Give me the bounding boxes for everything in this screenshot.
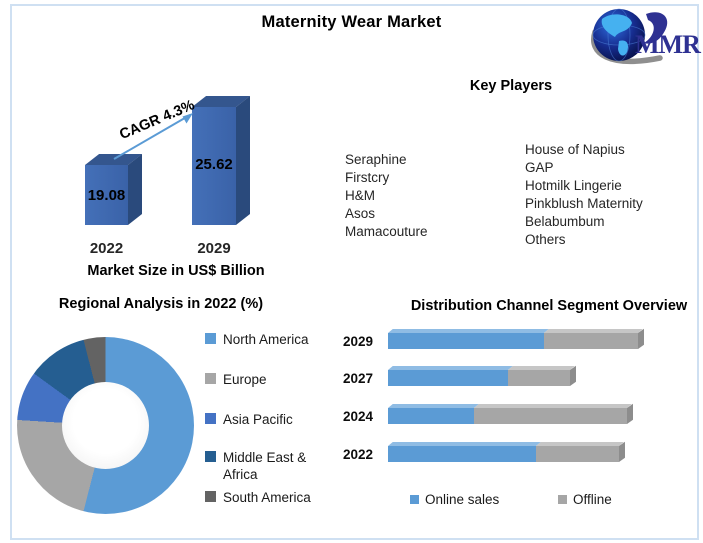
stacked-bar-2029 [388,328,648,349]
key-player: GAP [525,160,554,175]
bar-front-face [85,165,128,225]
bar-front-face [192,107,236,225]
key-players-heading: Key Players [469,78,553,94]
bar-end-cap [627,403,634,424]
key-player: Asos [345,206,376,221]
mmr-logo: MMR [588,6,701,66]
bar-end-cap [569,365,576,386]
bar-end-cap [619,441,626,462]
regional-heading: Regional Analysis in 2022 (%) [58,296,264,312]
logo-wordmark: MMR [635,30,701,59]
bar-side-face [236,96,250,225]
market-size-caption: Market Size in US$ Billion [87,263,265,279]
donut-hole [62,382,149,469]
value-label-2022: 19.08 [87,187,126,204]
axis-label-2022: 2022 [89,240,124,257]
legend-item-middle-east-africa: Middle East & Africa [205,449,315,483]
legend-swatch [205,491,216,502]
legend-swatch [205,413,216,424]
stacked-bar-2022 [388,441,648,462]
legend-item-south-america: South America [205,489,311,506]
row-label-2027: 2027 [343,371,374,386]
legend-item-online-sales: Online sales [410,492,499,507]
key-player: Firstcry [345,170,390,185]
legend-item-north-america: North America [205,331,309,348]
column-bar-2029 [192,96,251,225]
row-label-2022: 2022 [343,447,374,462]
key-players-column-1: Seraphine Firstcry H&M Asos Mamacouture [345,151,428,241]
legend-item-offline: Offline [558,492,612,507]
stacked-bar-2027 [388,365,648,386]
row-label-2024: 2024 [343,409,374,424]
legend-item-europe: Europe [205,371,267,388]
key-player: Pinkblush Maternity [525,196,643,211]
key-player: H&M [345,188,375,203]
online-segment [388,370,508,386]
online-segment [388,333,544,349]
offline-segment [536,446,620,462]
key-players-column-2: House of Napius GAP Hotmilk Lingerie Pin… [525,141,643,249]
page-title: Maternity Wear Market [261,13,442,31]
offline-segment [544,333,638,349]
legend-swatch [205,451,216,462]
legend-swatch [410,495,419,504]
offline-segment [473,408,628,424]
cagr-arrow-icon [113,113,193,160]
column-bar-2022 [85,154,143,225]
value-label-2029: 25.62 [195,156,233,173]
online-segment [388,446,537,462]
key-player: Seraphine [345,152,407,167]
legend-swatch [205,373,216,384]
legend-swatch [205,333,216,344]
offline-segment [507,370,570,386]
regional-donut [17,337,194,514]
axis-label-2029: 2029 [197,240,231,257]
legend-item-asia-pacific: Asia Pacific [205,411,293,428]
globe-icon [591,8,668,64]
key-player: House of Napius [525,142,625,157]
legend-swatch [558,495,567,504]
key-player: Mamacouture [345,224,428,239]
row-label-2029: 2029 [343,334,374,349]
distribution-heading: Distribution Channel Segment Overview [410,298,688,314]
key-player: Others [525,232,566,247]
online-segment [388,408,474,424]
key-player: Belabumbum [525,214,605,229]
key-player: Hotmilk Lingerie [525,178,622,193]
stacked-bar-2024 [388,403,648,424]
bar-end-cap [637,328,644,349]
